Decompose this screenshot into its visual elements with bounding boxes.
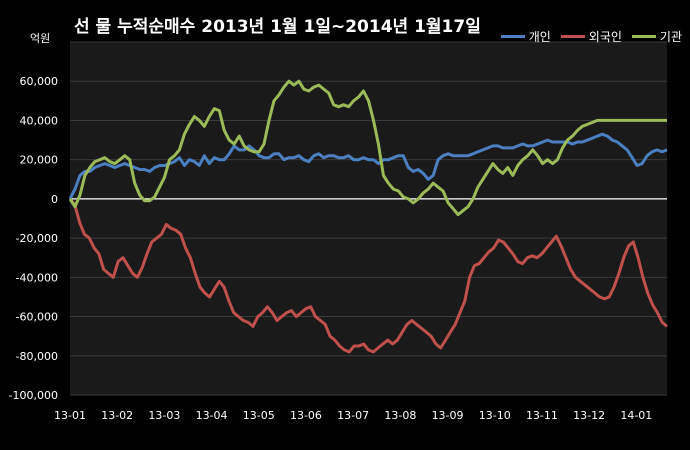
x-tick-label: 13-10: [479, 409, 511, 422]
legend-item-institution: 기관: [631, 28, 682, 45]
y-tick-label: -60,000: [16, 311, 58, 324]
legend: 개인 외국인 기관: [500, 28, 682, 45]
legend-swatch-individual: [500, 35, 525, 38]
x-tick-label: 13-02: [101, 409, 133, 422]
y-tick-label: 60,000: [20, 75, 59, 88]
legend-swatch-institution: [631, 35, 656, 38]
x-tick-label: 13-04: [196, 409, 228, 422]
x-tick-label: 13-03: [148, 409, 180, 422]
x-axis: 13-01 13-02 13-03 13-04 13-05 13-06 13-07 13-08…: [54, 409, 652, 422]
y-tick-label: 40,000: [20, 114, 59, 127]
x-tick-label: 13-12: [573, 409, 605, 422]
chart-title: 선 물 누적순매수 2013년 1월 1일~2014년 1월17일: [74, 17, 481, 37]
y-tick-label: -80,000: [16, 350, 58, 363]
unit-label: 억원: [30, 32, 51, 45]
x-tick-label: 14-01: [620, 409, 652, 422]
x-tick-label: 13-08: [384, 409, 416, 422]
legend-item-foreign: 외국인: [560, 28, 622, 45]
legend-label-foreign: 외국인: [588, 30, 622, 44]
series-lines: [68, 79, 668, 354]
x-tick-label: 13-01: [54, 409, 86, 422]
legend-item-individual: 개인: [500, 28, 551, 45]
x-tick-label: 13-07: [337, 409, 369, 422]
y-tick-label: -100,000: [9, 389, 58, 402]
legend-label-institution: 기관: [659, 30, 682, 44]
y-tick-label: -20,000: [16, 232, 58, 245]
series-line-1: [68, 197, 668, 354]
x-tick-label: 13-11: [526, 409, 558, 422]
plot-area: [70, 42, 667, 395]
legend-label-individual: 개인: [528, 30, 551, 44]
x-tick-label: 13-06: [290, 409, 322, 422]
series-line-2: [68, 79, 667, 217]
gridlines: [70, 41, 667, 396]
y-tick-label: 20,000: [20, 154, 59, 167]
x-tick-label: 13-09: [432, 409, 464, 422]
legend-swatch-foreign: [560, 35, 585, 38]
x-tick-label: 13-05: [243, 409, 275, 422]
y-axis: 60,000 40,000 20,000 0 -20,000 -40,000 -60,000…: [9, 75, 58, 402]
y-tick-label: 0: [51, 193, 58, 206]
y-tick-label: -40,000: [16, 271, 58, 284]
